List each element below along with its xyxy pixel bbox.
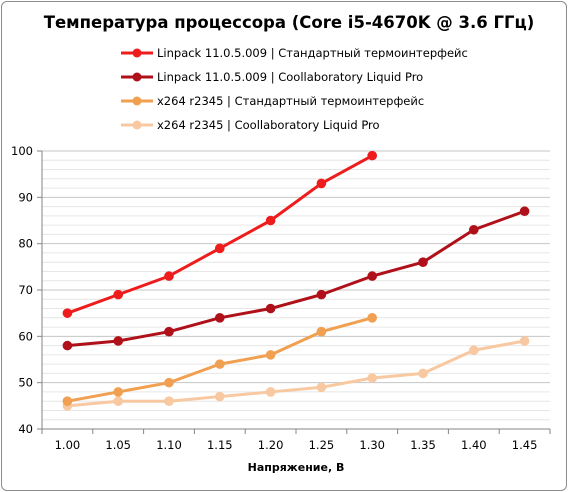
series-lines (62, 150, 530, 411)
y-tick-label: 70 (18, 283, 33, 297)
x-tick-label: 1.20 (258, 438, 284, 452)
legend-swatch-marker (132, 72, 142, 82)
data-point (367, 373, 378, 383)
x-tick-label: 1.00 (55, 438, 81, 452)
data-point (469, 224, 479, 235)
data-point (164, 271, 174, 281)
data-point (164, 377, 174, 388)
data-point (519, 206, 530, 217)
data-point (265, 350, 276, 360)
chart-title: Температура процессора (Core i5-4670K @ … (44, 13, 535, 32)
series (62, 150, 378, 318)
data-point (265, 303, 276, 314)
x-tick-label: 1.35 (410, 438, 436, 452)
data-point (113, 336, 123, 346)
data-point (164, 326, 174, 337)
series-line (67, 209, 526, 348)
data-point (316, 326, 327, 337)
data-point (367, 150, 378, 161)
legend-swatch-marker (132, 96, 142, 106)
data-point (62, 340, 73, 351)
data-point (265, 215, 276, 226)
y-tick-label: 90 (18, 190, 33, 204)
y-tick-label: 50 (18, 376, 33, 390)
legend-label: x264 r2345 | Стандартный термоинтерфейс (157, 94, 424, 108)
data-point (265, 387, 276, 397)
legend: Linpack 11.0.5.009 | Стандартный термоин… (121, 46, 468, 132)
gridlines (42, 150, 550, 430)
data-point (367, 313, 378, 323)
data-point (519, 336, 530, 346)
legend-swatch-marker (132, 120, 142, 130)
data-point (215, 391, 225, 402)
data-point (113, 396, 123, 407)
data-point (113, 289, 123, 300)
legend-item: x264 r2345 | Стандартный термоинтерфейс (121, 94, 424, 108)
legend-item: Linpack 11.0.5.009 | Coollaboratory Liqu… (121, 70, 423, 84)
legend-swatch-marker (132, 48, 142, 58)
data-point (164, 396, 174, 407)
legend-label: x264 r2345 | Coollaboratory Liquid Pro (157, 118, 380, 132)
axes: 40 50 60 70 80 90 100 1.00 1.05 1.10 1.15 1.20 1.25 1… (11, 144, 551, 452)
data-point (215, 313, 225, 323)
legend-label: Linpack 11.0.5.009 | Coollaboratory Liqu… (157, 70, 423, 84)
legend-label: Linpack 11.0.5.009 | Стандартный термоин… (157, 46, 468, 60)
x-tick-label: 1.05 (105, 438, 131, 452)
series-line (67, 339, 525, 408)
data-point (367, 271, 378, 281)
y-tick-label: 80 (18, 237, 33, 251)
y-tick-label: 60 (18, 329, 33, 343)
x-axis-title: Напряжение, В (248, 461, 345, 474)
y-tick-label: 40 (18, 422, 33, 436)
x-tick-label: 1.40 (461, 438, 487, 452)
data-point (113, 387, 123, 397)
data-point (316, 178, 327, 189)
series (62, 313, 378, 407)
y-tick-label: 100 (11, 144, 33, 158)
x-tick-label: 1.15 (207, 438, 233, 452)
data-point (62, 308, 73, 318)
data-point (62, 396, 73, 407)
data-point (215, 243, 225, 254)
data-point (215, 359, 225, 369)
series (62, 206, 530, 351)
data-point (418, 368, 428, 379)
data-point (469, 345, 479, 356)
x-tick-label: 1.10 (156, 438, 182, 452)
legend-item: Linpack 11.0.5.009 | Стандартный термоин… (121, 46, 468, 60)
data-point (316, 382, 327, 393)
x-tick-label: 1.30 (359, 438, 385, 452)
x-tick-label: 1.45 (512, 438, 538, 452)
legend-item: x264 r2345 | Coollaboratory Liquid Pro (121, 118, 380, 132)
data-point (418, 257, 428, 268)
data-point (316, 289, 327, 300)
x-tick-label: 1.25 (309, 438, 335, 452)
